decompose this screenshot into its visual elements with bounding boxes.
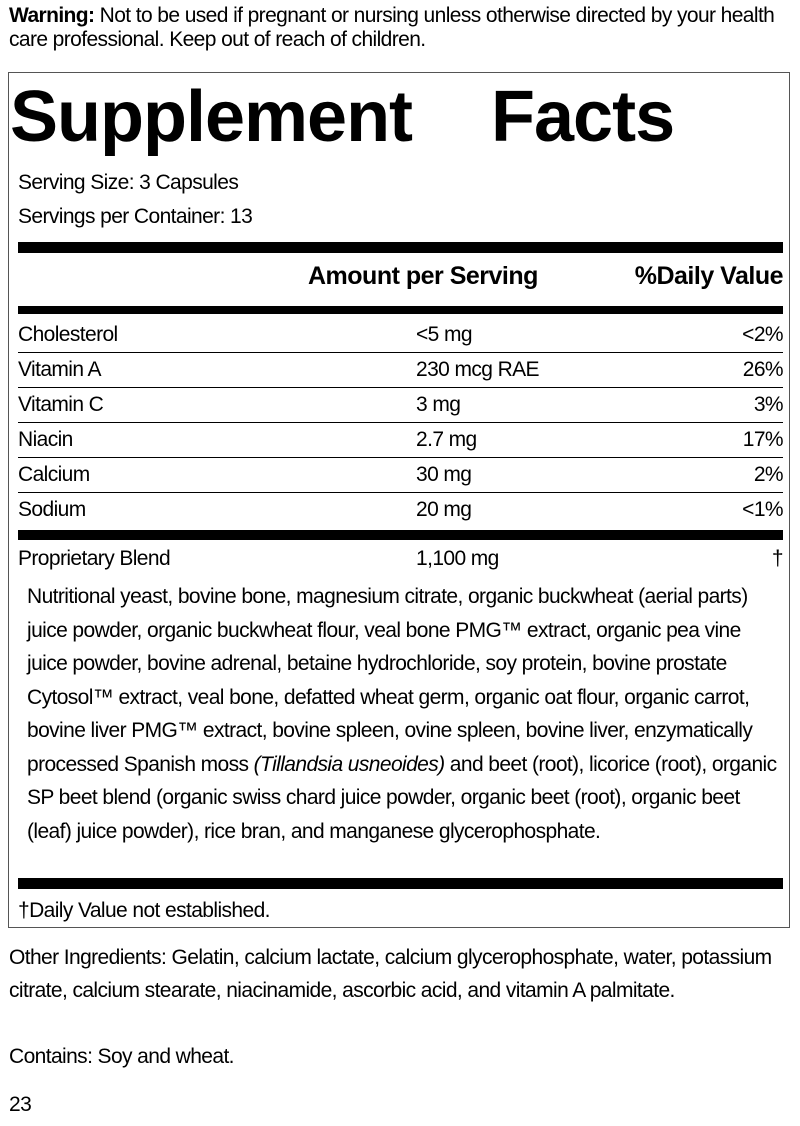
panel-title: Supplement Facts: [10, 77, 675, 157]
nutrient-name: Sodium: [18, 498, 86, 521]
nutrient-amount: 20 mg: [416, 498, 472, 521]
serving-size: Serving Size: 3 Capsules: [18, 171, 239, 194]
nutrient-amount: <5 mg: [416, 323, 473, 346]
other-ingredients: Other Ingredients: Gelatin, calcium lact…: [9, 946, 772, 1002]
blend-amount: 1,100 mg: [416, 547, 499, 570]
nutrient-dv: <2%: [742, 323, 783, 346]
nutrient-dv: 3%: [753, 393, 784, 416]
daily-value-header: %Daily Value: [634, 262, 784, 290]
row-divider: [18, 492, 783, 493]
row-divider: [18, 352, 783, 353]
servings-per-container: Servings per Container: 13: [18, 205, 253, 228]
blend-text-part: and beet (root), licorice (root), organi…: [27, 752, 777, 843]
nutrient-row: Calcium 30 mg 2%: [18, 457, 784, 492]
warning-body: Not to be used if pregnant or nursing un…: [9, 4, 775, 51]
blend-dv: †: [771, 547, 784, 570]
thick-divider: [18, 878, 783, 889]
nutrient-name: Calcium: [18, 463, 90, 486]
nutrient-name: Cholesterol: [18, 323, 118, 346]
blend-name: Proprietary Blend: [18, 547, 171, 570]
warning-text: Warning: Not to be used if pregnant or n…: [9, 4, 795, 52]
thick-divider: [18, 242, 783, 253]
nutrient-row: Vitamin C 3 mg 3%: [18, 387, 784, 422]
nutrient-row: Niacin 2.7 mg 17%: [18, 422, 784, 457]
amount-header: Amount per Serving: [308, 262, 538, 290]
nutrient-row: Vitamin A 230 mcg RAE 26%: [18, 352, 784, 387]
nutrient-name: Vitamin C: [18, 393, 104, 416]
nutrient-dv: 26%: [742, 358, 784, 381]
row-divider: [18, 387, 783, 388]
supplement-facts-panel: [8, 72, 790, 928]
nutrient-name: Vitamin A: [18, 358, 102, 381]
blend-ingredients: Nutritional yeast, bovine bone, magnesiu…: [27, 580, 785, 848]
nutrient-amount: 230 mcg RAE: [416, 358, 540, 381]
nutrient-row: Cholesterol <5 mg <2%: [18, 317, 784, 352]
warning-label: Warning:: [9, 4, 95, 27]
nutrient-name: Niacin: [18, 428, 73, 451]
blend-row: Proprietary Blend 1,100 mg †: [18, 541, 784, 576]
row-divider: [18, 457, 783, 458]
nutrient-dv: 2%: [753, 463, 784, 486]
footnote: †Daily Value not established.: [18, 899, 270, 922]
nutrient-amount: 2.7 mg: [416, 428, 477, 451]
allergen-statement: Contains: Soy and wheat.: [9, 1045, 235, 1068]
blend-text-part: Nutritional yeast, bovine bone, magnesiu…: [27, 585, 753, 776]
nutrient-dv: 17%: [742, 428, 784, 451]
nutrient-amount: 30 mg: [416, 463, 472, 486]
nutrient-row: Sodium 20 mg <1%: [18, 492, 784, 527]
blend-text-latin: (Tillandsia usneoides): [253, 752, 445, 776]
row-divider: [18, 422, 783, 423]
thick-divider: [18, 306, 783, 314]
nutrient-dv: <1%: [742, 498, 783, 521]
page-number: 23: [9, 1093, 32, 1116]
thick-divider: [18, 530, 783, 540]
nutrient-amount: 3 mg: [416, 393, 461, 416]
